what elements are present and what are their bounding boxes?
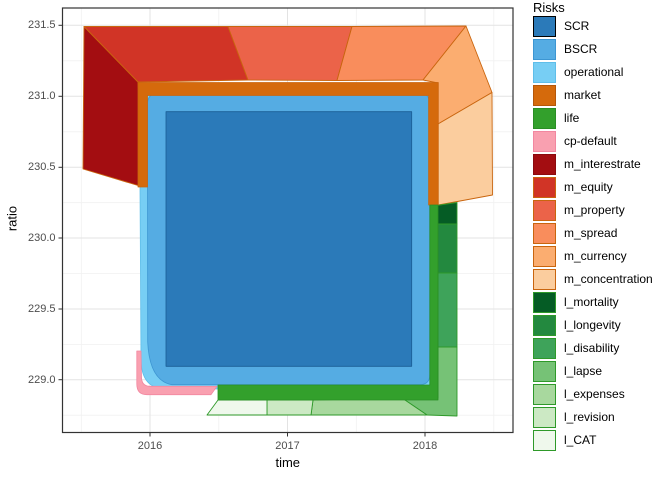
legend-swatch (533, 246, 556, 267)
legend-label: l_disability (564, 341, 620, 355)
y-tick-label: 229.5 (27, 303, 56, 315)
risk-polygon-m_property (227, 26, 353, 81)
legend-swatch (533, 407, 556, 428)
legend-swatch (533, 292, 556, 313)
legend-label: l_revision (564, 410, 615, 424)
legend-label: m_spread (564, 226, 618, 240)
legend-label: market (564, 88, 601, 102)
legend-swatch (533, 108, 556, 129)
risk-polygon-cp-default (136, 350, 218, 396)
legend-label: operational (564, 65, 624, 79)
risk-polygon-life (217, 204, 439, 401)
risk-polygon-SCR (165, 111, 413, 367)
legend-swatch (533, 361, 556, 382)
y-tick-label: 231.0 (27, 90, 56, 103)
legend-label: l_lapse (564, 364, 603, 378)
x-axis-title: time (275, 454, 301, 470)
legend-label: l_longevity (564, 318, 621, 332)
legend-label: m_currency (564, 249, 627, 263)
y-axis-title: ratio (4, 206, 20, 232)
legend-swatch (533, 384, 556, 405)
risk-polygon-l_CAT (206, 399, 268, 416)
y-tick-label: 230.0 (27, 232, 56, 244)
legend-label: l_CAT (564, 433, 597, 447)
x-tick-label: 2018 (412, 439, 438, 452)
legend-title: Risks (533, 0, 565, 15)
risk-polygon-l_revision (266, 399, 314, 416)
legend-label: SCR (564, 19, 590, 33)
legend-swatch (533, 223, 556, 244)
x-tick-label: 2016 (137, 439, 163, 452)
legend-swatch (533, 62, 556, 83)
legend-swatch (533, 85, 556, 106)
legend-label: BSCR (564, 42, 598, 56)
legend-swatch (533, 39, 556, 60)
risk-polygon-l_longevity (435, 223, 458, 274)
legend-label: m_equity (564, 180, 613, 194)
legend-label: m_concentration (564, 272, 653, 286)
legend-swatch (533, 177, 556, 198)
legend-swatch (533, 315, 556, 336)
legend-label: cp-default (564, 134, 617, 148)
risk-polygon-l_disability (437, 272, 458, 348)
legend-label: l_expenses (564, 387, 625, 401)
legend-swatch (533, 269, 556, 290)
y-tick-label: 231.5 (27, 19, 56, 32)
y-tick-label: 230.5 (27, 161, 56, 174)
legend-swatch (533, 154, 556, 175)
legend-label: m_interestrate (564, 157, 641, 171)
legend-swatch (533, 131, 556, 152)
legend-label: m_property (564, 203, 625, 217)
legend-swatch (533, 16, 556, 37)
legend-swatch (533, 430, 556, 451)
y-tick-label: 229.0 (27, 373, 56, 386)
legend-swatch (533, 200, 556, 221)
legend-label: life (564, 111, 580, 125)
legend-label: l_mortality (564, 295, 619, 309)
risk-polygon-market (137, 82, 439, 206)
x-tick-label: 2017 (275, 439, 300, 452)
legend-swatch (533, 338, 556, 359)
